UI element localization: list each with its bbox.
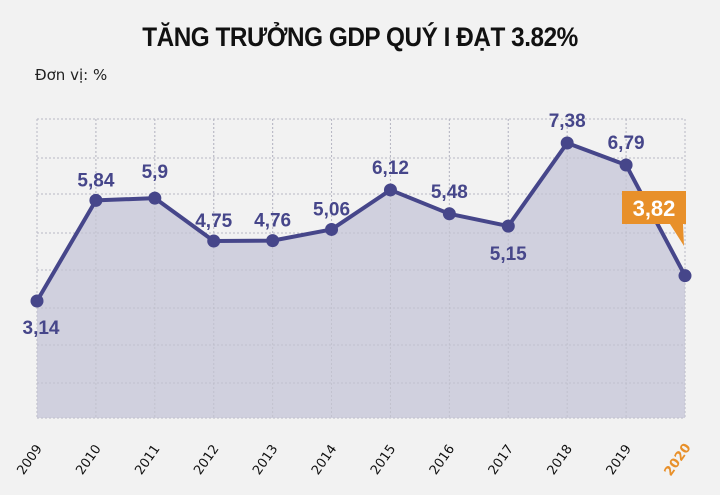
- data-label-2016: 5,48: [431, 182, 468, 203]
- highlight-value-label: 3,82: [633, 196, 676, 221]
- data-label-2010: 5,84: [77, 170, 114, 191]
- x-tick-2009: 2009: [14, 442, 45, 478]
- data-point-2020: [678, 269, 692, 283]
- x-tick-2014: 2014: [309, 442, 340, 478]
- x-tick-2010: 2010: [73, 442, 104, 478]
- data-label-2012: 4,75: [195, 211, 232, 232]
- data-labels: 3,14 5,84 5,9 4,75 4,76 5,06 6,12 5,48 5,15 7,38 6…: [23, 111, 645, 339]
- data-point-2012: [207, 234, 221, 248]
- chart-title: TĂNG TRƯỞNG GDP QUÝ I ĐẠT 3.82%: [142, 22, 578, 52]
- x-tick-2020: 2020: [662, 441, 695, 479]
- data-label-2019: 6,79: [608, 133, 645, 154]
- data-points: [30, 136, 692, 308]
- data-point-2014: [325, 222, 339, 236]
- data-label-2018: 7,38: [549, 111, 586, 132]
- x-tick-2019: 2019: [604, 442, 635, 478]
- x-tick-2011: 2011: [132, 442, 163, 478]
- highlight-callout: 3,82: [622, 191, 686, 246]
- data-point-2016: [442, 207, 456, 221]
- unit-label: Đơn vị: %: [35, 66, 108, 84]
- data-label-2013: 4,76: [254, 211, 291, 232]
- data-point-2017: [501, 219, 515, 233]
- x-tick-2016: 2016: [427, 442, 458, 478]
- data-line: [35, 141, 687, 303]
- data-point-2010: [89, 193, 103, 207]
- area-fill: [37, 143, 685, 418]
- data-point-2015: [383, 183, 397, 197]
- x-axis-labels: 2009 2010 2011 2012 2013 2014 2015 2016 2017 2018…: [14, 441, 694, 479]
- data-label-2015: 6,12: [372, 158, 409, 179]
- x-tick-2015: 2015: [368, 442, 399, 478]
- data-point-2018: [560, 136, 574, 150]
- data-point-2019: [619, 158, 633, 172]
- x-tick-2017: 2017: [486, 442, 517, 478]
- x-tick-2012: 2012: [191, 442, 222, 478]
- data-label-2009: 3,14: [23, 318, 60, 339]
- x-tick-2018: 2018: [545, 442, 576, 478]
- data-label-2011: 5,9: [142, 162, 168, 183]
- x-tick-2013: 2013: [250, 442, 281, 478]
- data-point-2009: [30, 294, 44, 308]
- data-label-2014: 5,06: [313, 199, 350, 220]
- data-label-2017: 5,15: [490, 244, 527, 265]
- data-point-2011: [148, 191, 162, 205]
- data-point-2013: [266, 234, 280, 248]
